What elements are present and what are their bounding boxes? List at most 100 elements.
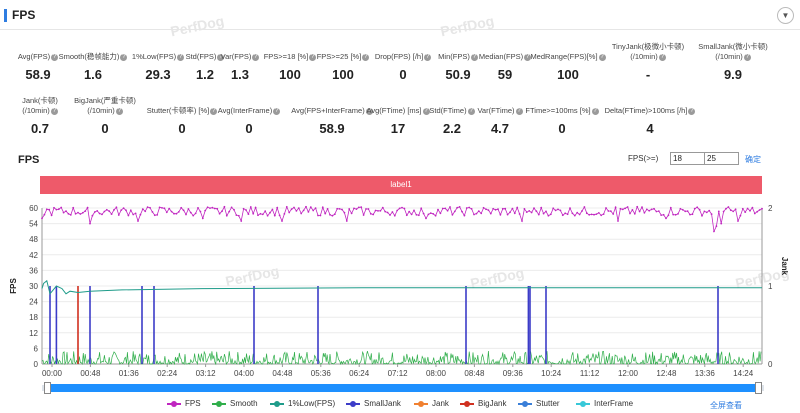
x-tick-label: 10:24 — [541, 369, 562, 378]
info-icon[interactable]: ? — [177, 53, 185, 61]
fps-point — [43, 213, 46, 216]
fps-point — [600, 214, 603, 217]
label-band[interactable]: label1 — [40, 176, 762, 194]
metric-value: 9.9 — [723, 67, 743, 82]
fps-point — [624, 207, 627, 210]
legend-item-smalljank[interactable]: SmallJank — [346, 399, 401, 408]
info-icon[interactable]: ? — [252, 53, 260, 61]
info-icon[interactable]: ? — [365, 107, 373, 115]
x-tick-label: 11:12 — [580, 369, 600, 378]
info-icon[interactable]: ? — [524, 53, 532, 61]
fps-point — [110, 213, 113, 216]
info-icon[interactable]: ? — [467, 107, 475, 115]
fullscreen-button[interactable]: 全屏查看 — [710, 401, 742, 410]
legend-label: SmallJank — [364, 399, 401, 408]
legend-item-jank[interactable]: Jank — [414, 399, 449, 408]
info-icon[interactable]: ? — [50, 107, 58, 115]
legend-item-interframe[interactable]: InterFrame — [576, 399, 633, 408]
legend-item-bigjank[interactable]: BigJank — [460, 399, 506, 408]
fps-point — [223, 205, 226, 208]
fps-point — [81, 211, 84, 214]
fps-point — [343, 211, 346, 214]
fps-point — [187, 208, 190, 210]
fps-point — [521, 220, 523, 222]
fps-point — [125, 209, 127, 212]
info-icon[interactable]: ? — [591, 107, 599, 115]
legend-item-smooth[interactable]: Smooth — [212, 399, 258, 408]
metric-metrics_row2-8: FTime>=100ms [%]? 0 — [512, 106, 612, 136]
fps-point — [151, 211, 154, 213]
fps-point — [309, 206, 312, 209]
fps-point — [333, 213, 336, 216]
y-tick-label: 24 — [29, 298, 38, 307]
info-icon[interactable]: ? — [743, 53, 751, 61]
fps-point — [605, 207, 607, 209]
legend-item-stutter[interactable]: Stutter — [518, 399, 560, 408]
info-icon[interactable]: ? — [470, 53, 478, 61]
info-icon[interactable]: ? — [120, 53, 128, 61]
y2-tick-label: 0 — [768, 360, 773, 369]
info-icon[interactable]: ? — [515, 107, 523, 115]
metric-metrics_row2-6: Std(FTime)? 2.2 — [402, 106, 502, 136]
fps-point — [273, 214, 276, 217]
fps-threshold-apply-button[interactable]: 确定 — [745, 155, 761, 164]
fps-point — [261, 213, 264, 216]
fps-point — [693, 207, 696, 210]
info-icon[interactable]: ? — [658, 53, 666, 61]
info-icon[interactable]: ? — [273, 107, 281, 115]
legend-item-fps[interactable]: FPS — [167, 399, 201, 408]
fps-point — [429, 212, 432, 215]
info-icon[interactable]: ? — [422, 107, 430, 115]
scrollbar-right-handle[interactable] — [755, 382, 762, 394]
metric-metrics_row2-4: Avg(FPS+InterFrame)? 58.9 — [282, 106, 382, 136]
metric-value: 59 — [497, 67, 513, 82]
info-icon[interactable]: ? — [217, 53, 225, 61]
fps-point — [336, 207, 339, 210]
scrollbar-left-handle[interactable] — [44, 382, 51, 394]
fps-threshold-input-1[interactable] — [670, 152, 705, 165]
metric-label: Avg(FPS) — [17, 52, 51, 61]
fps-point — [504, 207, 507, 210]
fps-point — [566, 213, 569, 216]
fps-point — [463, 214, 466, 217]
info-icon[interactable]: ? — [115, 107, 123, 115]
fps-point — [146, 206, 149, 209]
fps-point — [660, 214, 663, 217]
info-icon[interactable]: ? — [210, 107, 218, 115]
metric-label: Jank(卡顿) — [22, 96, 58, 105]
metric-label: Var(FTime) — [477, 106, 515, 115]
fps-point — [710, 213, 713, 216]
legend-label: Stutter — [536, 399, 560, 408]
fps-point — [645, 208, 648, 211]
fps-point — [749, 209, 751, 212]
fps-point — [175, 212, 178, 215]
info-icon[interactable]: ? — [688, 107, 696, 115]
fps-point — [281, 220, 283, 222]
fps-point — [84, 210, 87, 213]
info-icon[interactable]: ? — [424, 53, 432, 61]
fps-point — [293, 206, 295, 209]
fps-point — [756, 210, 759, 213]
legend-item-low1[interactable]: 1%Low(FPS) — [270, 399, 335, 408]
x-tick-label: 04:00 — [234, 369, 255, 378]
fps-point — [192, 214, 195, 217]
info-icon[interactable]: ? — [309, 53, 317, 61]
fps-threshold-input-2[interactable] — [704, 152, 739, 165]
fps-point — [242, 207, 245, 210]
info-icon[interactable]: ? — [51, 53, 59, 61]
metric-label: FTime>=100ms [%] — [525, 106, 591, 115]
fps-point — [461, 210, 463, 213]
fps-point — [535, 210, 538, 213]
info-icon[interactable]: ? — [362, 53, 370, 61]
fps-point — [391, 211, 394, 213]
fps-point — [86, 206, 89, 209]
fps-point — [77, 211, 79, 214]
fps-point — [629, 212, 631, 215]
chevron-down-icon[interactable]: ▼ — [777, 7, 794, 24]
info-icon[interactable]: ? — [598, 53, 606, 61]
fps-point — [679, 207, 682, 210]
time-range-scrollbar[interactable] — [42, 382, 764, 394]
scrollbar-thumb[interactable] — [50, 384, 756, 392]
fps-point — [456, 206, 459, 209]
fps-point — [434, 214, 437, 217]
